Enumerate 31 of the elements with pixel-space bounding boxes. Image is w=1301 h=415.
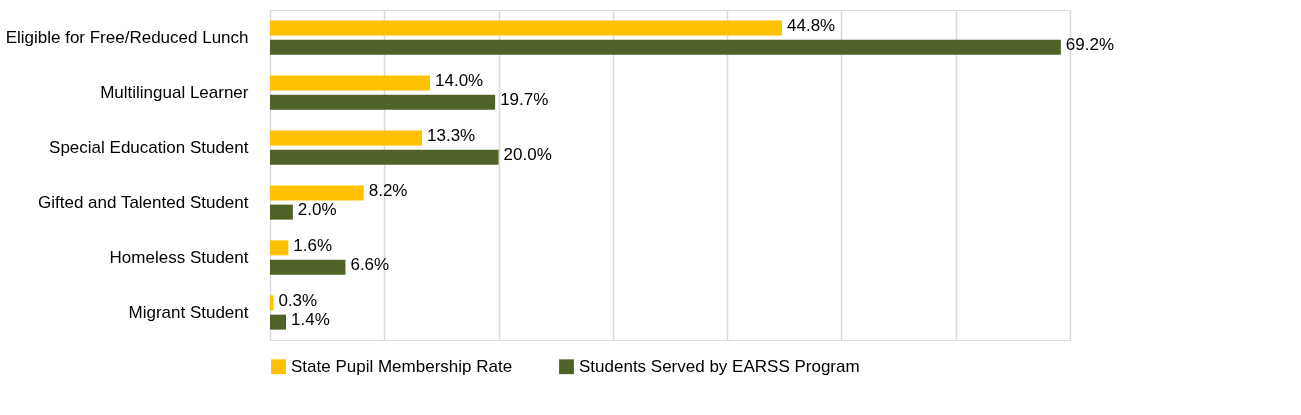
bar xyxy=(270,185,364,201)
bar xyxy=(270,259,346,275)
data-label: 44.8% xyxy=(787,15,836,35)
data-label: 69.2% xyxy=(1065,35,1115,55)
data-label: 2.0% xyxy=(297,200,337,220)
bar xyxy=(270,204,293,220)
bar xyxy=(270,130,422,146)
y-tick-label: Multilingual Learner xyxy=(100,82,249,102)
y-tick-label: Homeless Student xyxy=(109,247,249,267)
data-label: 6.6% xyxy=(350,255,390,275)
legend-label: State Pupil Membership Rate xyxy=(291,356,513,376)
data-label: 20.0% xyxy=(503,145,552,165)
legend-label: Students Served by EARSS Program xyxy=(579,356,860,376)
data-label: 19.7% xyxy=(500,90,549,110)
data-label: 0.3% xyxy=(278,290,318,310)
bar xyxy=(270,39,1061,55)
bar xyxy=(270,240,289,256)
bar xyxy=(270,20,782,36)
data-label: 1.6% xyxy=(293,235,333,255)
data-label: 1.4% xyxy=(291,310,330,330)
y-tick-label: Gifted and Talented Student xyxy=(38,192,249,212)
data-label: 8.2% xyxy=(368,180,408,200)
data-label: 14.0% xyxy=(435,70,484,90)
data-label: 13.3% xyxy=(427,125,476,145)
y-tick-label: Eligible for Free/Reduced Lunch xyxy=(5,27,249,47)
bar xyxy=(270,94,496,110)
y-tick-label: Migrant Student xyxy=(128,302,249,322)
bar xyxy=(270,75,430,91)
bar xyxy=(270,149,499,165)
bar xyxy=(270,314,286,330)
y-tick-label: Special Education Student xyxy=(49,137,249,157)
